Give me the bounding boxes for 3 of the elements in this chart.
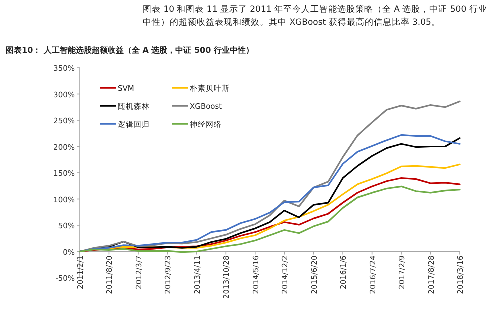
line-series (79, 100, 461, 253)
text: 图表 10 和图表 11 显示了 2011 年至今人工智能选股策略（全 A 选股，中证 500 行业中性）的超额收益表现和绩效。其中 XGBoost 获得最高的信息比率 3.05。 (143, 4, 488, 30)
chart-title: 图表10： 人工智能选股超额收益（全 A 选股，中证 500 行业中性） (6, 46, 254, 56)
